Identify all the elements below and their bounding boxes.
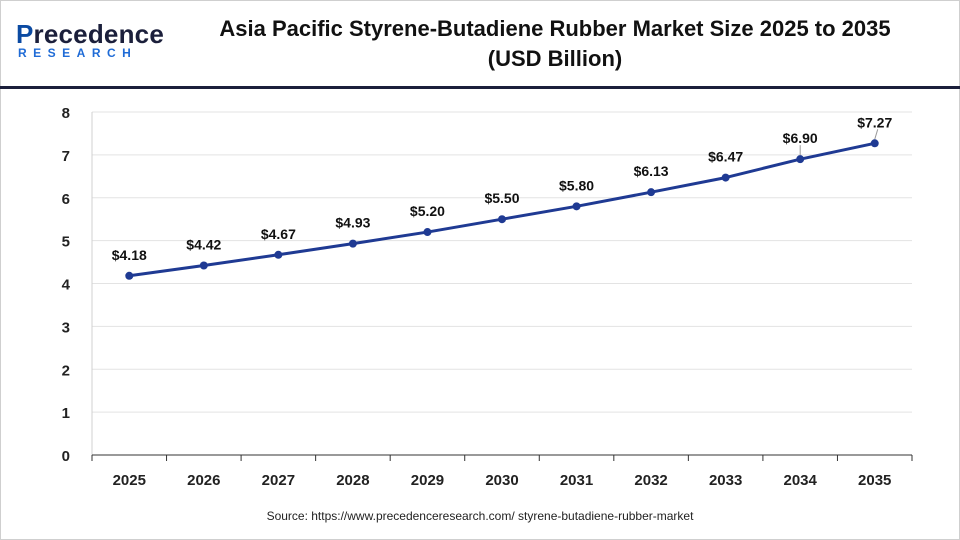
x-tick-label: 2033 <box>709 472 742 489</box>
data-label: $6.90 <box>783 130 818 146</box>
brand-logo: Precedence RESEARCH <box>16 20 166 64</box>
line-chart: 0 1 2 3 4 5 6 7 8 2025 2026 2027 2028 2029 2030 2031 203… <box>62 105 913 489</box>
x-tick-label: 2027 <box>262 472 295 489</box>
data-point <box>348 239 357 248</box>
data-point <box>274 250 283 259</box>
data-label: $7.27 <box>857 114 892 130</box>
data-label: $5.20 <box>410 203 445 219</box>
data-label-leader <box>874 129 879 140</box>
x-tick-label: 2031 <box>560 472 593 489</box>
logo-wordmark: Precedence <box>16 20 164 48</box>
x-tick-label: 2032 <box>634 472 667 489</box>
source-note: Source: https://www.precedenceresearch.c… <box>266 509 694 523</box>
y-tick-label: 1 <box>62 405 70 422</box>
x-tick-label: 2025 <box>113 472 146 489</box>
x-tick-label: 2034 <box>783 472 817 489</box>
logo-word-rest: recedence <box>33 19 164 49</box>
data-point <box>125 271 134 280</box>
header-divider <box>0 86 960 89</box>
data-label: $4.93 <box>335 215 370 231</box>
data-label: $5.50 <box>484 190 519 206</box>
logo-initial: P <box>16 19 34 49</box>
chart-title: Asia Pacific Styrene-Butadiene Rubber Ma… <box>180 14 930 74</box>
data-point <box>423 228 432 237</box>
y-tick-label: 5 <box>62 234 70 251</box>
chart-title-line-2: (USD Billion) <box>487 46 623 71</box>
chart-title-line-1: Asia Pacific Styrene-Butadiene Rubber Ma… <box>219 16 891 41</box>
data-point <box>647 188 656 197</box>
x-tick-label: 2035 <box>858 472 891 489</box>
data-point <box>498 215 506 224</box>
data-point <box>199 261 208 270</box>
y-tick-label: 3 <box>62 319 70 336</box>
data-point <box>572 202 581 211</box>
data-point <box>721 173 730 182</box>
y-tick-label: 6 <box>62 191 70 208</box>
logo-subtitle: RESEARCH <box>18 46 138 60</box>
data-label: $6.13 <box>634 163 669 179</box>
data-point <box>870 139 879 148</box>
data-label: $5.80 <box>559 177 594 193</box>
y-tick-label: 8 <box>62 105 70 122</box>
data-label: $4.67 <box>261 226 296 242</box>
x-tick-label: 2028 <box>336 472 369 489</box>
data-label: $4.42 <box>186 236 221 252</box>
y-tick-label: 2 <box>62 362 70 379</box>
y-tick-label: 4 <box>62 277 71 294</box>
x-tick-label: 2029 <box>411 472 444 489</box>
data-label: $6.47 <box>708 149 743 165</box>
y-tick-label: 7 <box>62 148 70 165</box>
data-point <box>796 155 805 164</box>
x-tick-label: 2026 <box>187 472 220 489</box>
series-line <box>129 141 876 278</box>
x-tick-label: 2030 <box>485 472 518 489</box>
chart-header: Precedence RESEARCH Asia Pacific Styrene… <box>0 0 960 86</box>
y-tick-label: 0 <box>62 448 70 465</box>
data-label: $4.18 <box>112 247 147 263</box>
